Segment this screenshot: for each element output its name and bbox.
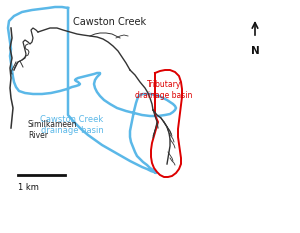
- Text: 1 km: 1 km: [18, 183, 39, 192]
- Text: Tributary
drainage basin: Tributary drainage basin: [135, 80, 193, 100]
- Text: Cawston Creek: Cawston Creek: [74, 17, 147, 27]
- Text: N: N: [250, 46, 260, 56]
- Text: Cawston Creek
drainage basin: Cawston Creek drainage basin: [40, 115, 103, 135]
- Text: Similkameen
River: Similkameen River: [28, 120, 77, 140]
